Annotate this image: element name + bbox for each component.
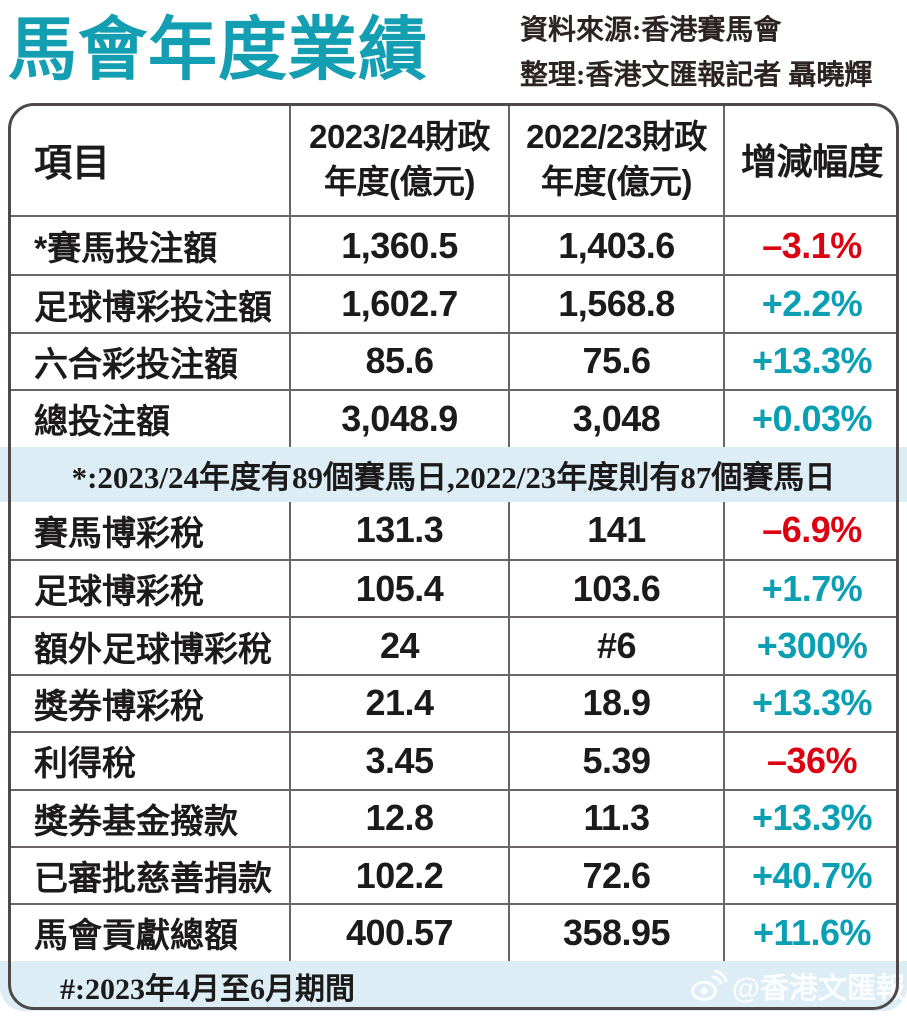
value-fy2223: 358.95 [508,905,723,961]
value-fy2223: #6 [508,618,723,674]
row-label: *賽馬投注額 [34,230,218,269]
tax-contribution-rows-group: 賽馬博彩稅 131.3 141 –6.9% 足球博彩稅 105.4 103.6 … [8,501,899,961]
credits-block: 資料來源:香港賽馬會 整理:香港文匯報記者 聶曉輝 [520,8,872,98]
value-fy2223: 103.6 [508,560,723,617]
watermark-handle: @香港文匯報 [731,972,905,1005]
value-fy2324: 24 [289,618,508,674]
value-fy2324: 1,602.7 [289,276,508,332]
change-percent: +13.3% [723,333,899,390]
change-percent: –36% [723,733,899,789]
results-table: 項目 2023/24財政 年度(億元) 2022/23財政 年度(億元) 增減幅… [0,103,907,1011]
value-fy2223: 72.6 [508,847,723,904]
table-row: 額外足球博彩稅 24 #6 +300% [8,616,899,674]
row-label: 額外足球博彩稅 [34,630,272,669]
row-label: 賽馬博彩稅 [34,514,204,553]
fy2223-line1: 2022/23財政 [526,118,707,155]
change-percent: +40.7% [723,847,899,904]
value-fy2223: 5.39 [508,733,723,789]
period-footnote-text: #:2023年4月至6月期間 [60,972,355,1006]
value-fy2324: 102.2 [289,847,508,904]
table-row: 足球博彩稅 105.4 103.6 +1.7% [8,558,899,617]
change-percent: +300% [723,618,899,674]
value-fy2223: 18.9 [508,675,723,732]
table-row: 獎券基金撥款 12.8 11.3 +13.3% [8,788,899,846]
table-row: 六合彩投注額 85.6 75.6 +13.3% [8,331,899,390]
value-fy2324: 21.4 [289,675,508,732]
value-fy2324: 3,048.9 [289,391,508,447]
column-header-item: 項目 [34,142,111,185]
row-label: 獎券基金撥款 [34,802,238,841]
row-label: 足球博彩稅 [34,573,204,612]
change-percent: +13.3% [723,675,899,732]
table-row: 已審批慈善捐款 102.2 72.6 +40.7% [8,845,899,904]
table-header-row: 項目 2023/24財政 年度(億元) 2022/23財政 年度(億元) 增減幅… [8,103,899,217]
fy2223-line2: 年度(億元) [541,163,692,200]
value-fy2223: 1,403.6 [508,217,723,275]
value-fy2223: 75.6 [508,333,723,390]
value-fy2324: 400.57 [289,905,508,961]
row-label: 六合彩投注額 [34,345,238,384]
value-fy2223: 11.3 [508,790,723,846]
change-percent: +1.7% [723,560,899,617]
value-fy2324: 85.6 [289,333,508,390]
betting-rows-group: *賽馬投注額 1,360.5 1,403.6 –3.1% 足球博彩投注額 1,6… [8,217,899,447]
change-percent: +11.6% [723,905,899,961]
table-row: 馬會貢獻總額 400.57 358.95 +11.6% [8,903,899,961]
table-row: 利得稅 3.45 5.39 –36% [8,731,899,789]
table-row: 賽馬博彩稅 131.3 141 –6.9% [8,501,899,559]
value-fy2324: 3.45 [289,733,508,789]
watermark: @香港文匯報 [690,965,905,1007]
row-label: 總投注額 [34,403,170,442]
masthead: 馬會年度業績 資料來源:香港賽馬會 整理:香港文匯報記者 聶曉輝 [0,0,907,103]
row-label: 利得稅 [34,745,136,784]
column-header-change: 增減幅度 [723,103,899,215]
row-label: 獎券博彩稅 [34,687,204,726]
row-label: 馬會貢獻總額 [34,917,238,956]
change-percent: –3.1% [723,217,899,275]
page-title: 馬會年度業績 [8,11,428,88]
value-fy2324: 131.3 [289,501,508,559]
fy2324-line2: 年度(億元) [324,163,475,200]
value-fy2223: 141 [508,501,723,559]
period-footnote-band: #:2023年4月至6月期間 @香港文匯報 [0,960,907,1011]
data-source-line: 資料來源:香港賽馬會 [520,15,782,46]
change-percent: +13.3% [723,790,899,846]
value-fy2324: 105.4 [289,560,508,617]
row-label: 足球博彩投注額 [34,288,272,327]
row-label: 已審批慈善捐款 [34,860,272,899]
table-row: 獎券博彩稅 21.4 18.9 +13.3% [8,673,899,732]
column-header-fy2223: 2022/23財政 年度(億元) [508,103,723,215]
fy2324-line1: 2023/24財政 [309,118,490,155]
editor-credit-line: 整理:香港文匯報記者 聶曉輝 [520,60,873,91]
table-row: *賽馬投注額 1,360.5 1,403.6 –3.1% [8,217,899,275]
raceday-footnote-text: *:2023/24年度有89個賽馬日,2022/23年度則有87個賽馬日 [71,459,836,495]
value-fy2324: 1,360.5 [289,217,508,275]
value-fy2223: 1,568.8 [508,276,723,332]
change-percent: –6.9% [723,501,899,559]
table-row: 足球博彩投注額 1,602.7 1,568.8 +2.2% [8,274,899,332]
column-header-fy2324: 2023/24財政 年度(億元) [289,103,508,215]
change-percent: +2.2% [723,276,899,332]
raceday-footnote-band: *:2023/24年度有89個賽馬日,2022/23年度則有87個賽馬日 [0,446,907,502]
table-row: 總投注額 3,048.9 3,048 +0.03% [8,389,899,447]
change-percent: +0.03% [723,391,899,447]
value-fy2223: 3,048 [508,391,723,447]
value-fy2324: 12.8 [289,790,508,846]
weibo-icon [690,969,728,1003]
